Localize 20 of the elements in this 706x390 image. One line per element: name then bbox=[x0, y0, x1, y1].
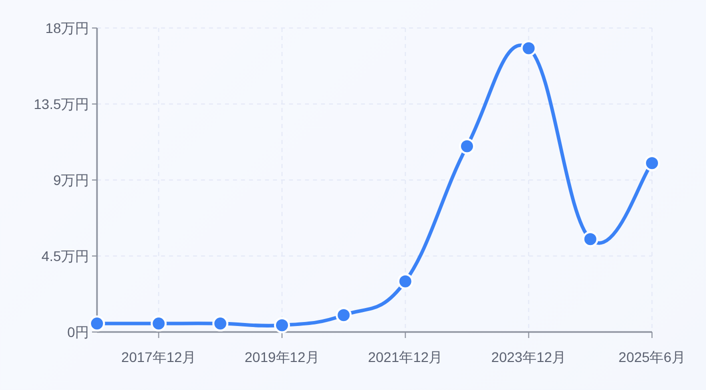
x-tick-label: 2021年12月 bbox=[368, 349, 443, 365]
point bbox=[274, 317, 290, 334]
point bbox=[397, 273, 414, 290]
point bbox=[336, 307, 352, 324]
point bbox=[89, 316, 105, 332]
x-tick-label: 2023年12月 bbox=[491, 349, 566, 365]
y-tick-label: 9万円 bbox=[53, 172, 89, 188]
x-tick-label: 2025年6月 bbox=[618, 349, 686, 365]
y-tick-label: 4.5万円 bbox=[42, 248, 89, 264]
point bbox=[582, 231, 598, 248]
y-tick-label: 0円 bbox=[67, 324, 89, 340]
point bbox=[150, 316, 167, 332]
point bbox=[459, 138, 475, 154]
x-tick-label: 2017年12月 bbox=[121, 349, 196, 365]
x-tick-label: 2019年12月 bbox=[244, 349, 320, 365]
y-tick-label: 18万円 bbox=[45, 20, 89, 36]
y-tick-label: 13.5万円 bbox=[34, 96, 89, 112]
point bbox=[212, 316, 228, 332]
point bbox=[520, 40, 537, 56]
point bbox=[644, 155, 660, 172]
